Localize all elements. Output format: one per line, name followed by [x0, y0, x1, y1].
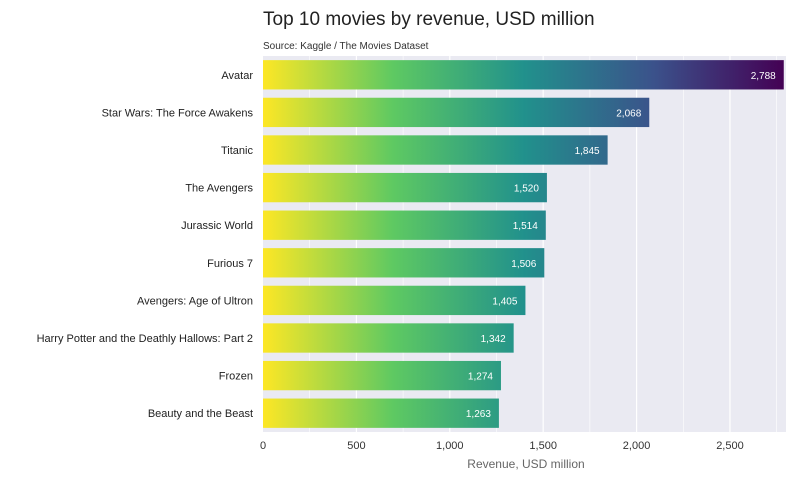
bar [263, 248, 545, 278]
value-label: 1,520 [514, 184, 539, 195]
value-label: 1,342 [481, 334, 506, 345]
value-label: 1,845 [575, 146, 600, 157]
bars [263, 60, 784, 428]
x-tick-label: 0 [260, 440, 266, 452]
value-labels: 2,788 2,068 1,845 1,520 1,514 1,506 1,405 1,342… [466, 71, 776, 420]
x-tick-label: 2,000 [623, 440, 651, 452]
chart-title: Top 10 movies by revenue, USD million [263, 9, 595, 30]
value-label: 1,506 [511, 259, 536, 270]
bar [263, 360, 501, 391]
x-tick-label: 1,000 [436, 440, 464, 452]
category-label: Avengers: Age of Ultron [137, 295, 253, 307]
x-axis-title: Revenue, USD million [467, 457, 584, 471]
category-label: Frozen [219, 371, 253, 383]
value-label: 1,514 [513, 221, 538, 232]
x-tick-labels: 0 500 1,000 1,500 2,000 2,500 [260, 440, 744, 452]
bar [263, 60, 784, 90]
value-label: 2,068 [616, 108, 641, 119]
category-label: Furious 7 [207, 258, 253, 270]
category-label: Star Wars: The Force Awakens [102, 107, 254, 119]
bar [263, 172, 547, 203]
category-label: Beauty and the Beast [148, 408, 253, 420]
value-label: 1,263 [466, 409, 491, 420]
category-label: The Avengers [185, 183, 253, 195]
category-label: Titanic [221, 145, 253, 157]
value-label: 2,788 [751, 71, 776, 82]
value-label: 1,274 [468, 372, 493, 383]
x-tick-label: 500 [347, 440, 365, 452]
category-labels: Avatar Star Wars: The Force Awakens Titani… [37, 70, 254, 420]
bar [263, 210, 546, 240]
bar [263, 398, 499, 428]
category-label: Avatar [221, 70, 253, 82]
category-label: Harry Potter and the Deathly Hallows: Pa… [37, 333, 253, 345]
category-label: Jurassic World [181, 220, 253, 232]
chart-subtitle: Source: Kaggle / The Movies Dataset [263, 41, 429, 52]
bar [263, 323, 514, 353]
bar [263, 135, 608, 165]
bar [263, 285, 526, 316]
bar [263, 97, 650, 128]
x-tick-label: 1,500 [529, 440, 557, 452]
x-tick-label: 2,500 [716, 440, 744, 452]
value-label: 1,405 [492, 296, 517, 307]
